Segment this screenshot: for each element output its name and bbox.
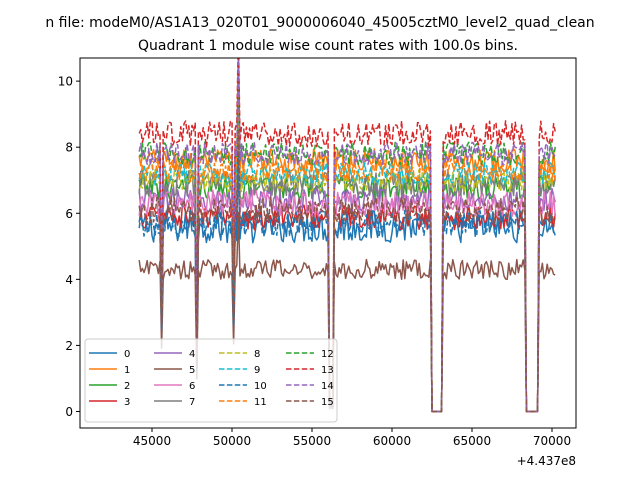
x-offset-label: +4.437e8 xyxy=(517,454,576,468)
legend-label-6: 6 xyxy=(189,381,195,392)
legend-label-15: 15 xyxy=(321,397,334,408)
series-line-6 xyxy=(138,126,556,413)
x-tick-label: 60000 xyxy=(373,434,411,448)
series-line-14 xyxy=(138,58,556,413)
y-tick-label: 6 xyxy=(65,207,73,221)
series-line-11 xyxy=(138,74,556,413)
legend-label-10: 10 xyxy=(254,381,267,392)
legend-label-3: 3 xyxy=(124,397,130,408)
y-tick-label: 0 xyxy=(65,405,73,419)
legend-label-9: 9 xyxy=(254,365,260,376)
legend-label-13: 13 xyxy=(321,365,334,376)
y-axis: 0 2 4 6 8 10 xyxy=(58,75,80,419)
series-line-8 xyxy=(138,89,556,413)
x-tick-label: 50000 xyxy=(213,434,251,448)
series-line-15 xyxy=(138,129,556,413)
legend-label-8: 8 xyxy=(254,349,260,360)
plot-frame xyxy=(79,57,577,429)
legend-box xyxy=(84,338,338,423)
legend-label-0: 0 xyxy=(124,349,130,360)
legend-label-14: 14 xyxy=(321,381,334,392)
series-layer xyxy=(138,58,556,413)
legend-label-5: 5 xyxy=(189,365,195,376)
y-tick-label: 8 xyxy=(65,141,73,155)
series-line-10 xyxy=(138,155,556,413)
y-tick-label: 4 xyxy=(65,273,73,287)
suptitle: n file: modeM0/AS1A13_020T01_9000006040_… xyxy=(45,15,594,31)
x-tick-label: 45000 xyxy=(133,434,171,448)
series-line-1 xyxy=(138,62,556,413)
legend-label-11: 11 xyxy=(254,397,267,408)
x-tick-label: 70000 xyxy=(533,434,571,448)
legend-label-4: 4 xyxy=(189,349,195,360)
legend-label-7: 7 xyxy=(189,397,195,408)
x-tick-label: 55000 xyxy=(293,434,331,448)
legend-label-2: 2 xyxy=(124,381,130,392)
y-tick-label: 2 xyxy=(65,339,73,353)
legend-label-1: 1 xyxy=(124,365,130,376)
series-line-13 xyxy=(138,58,556,413)
y-tick-label: 10 xyxy=(58,75,73,89)
series-line-5 xyxy=(138,211,556,413)
chart-title: Quadrant 1 module wise count rates with … xyxy=(138,38,518,54)
x-tick-label: 65000 xyxy=(453,434,491,448)
legend-label-12: 12 xyxy=(321,349,334,360)
x-axis: 45000 50000 55000 60000 65000 70000 xyxy=(133,428,571,448)
